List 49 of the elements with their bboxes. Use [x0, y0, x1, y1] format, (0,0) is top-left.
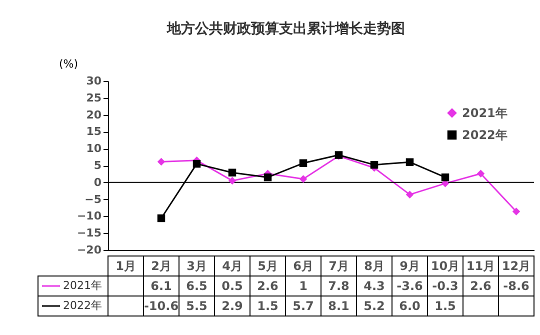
x-tick-label: 12月 — [502, 259, 531, 273]
data-label: 2.6 — [257, 279, 278, 293]
legend-label: 2021年 — [462, 106, 508, 120]
y-axis-title: (%) — [58, 58, 78, 70]
chart-title: 地方公共财政预算支出累计增长走势图 — [166, 20, 405, 37]
data-label: 8.1 — [328, 299, 350, 313]
y-tick-label: 5 — [94, 159, 102, 172]
data-label: 6.1 — [150, 279, 172, 293]
x-tick-label: 11月 — [466, 259, 496, 273]
text: 2022年 — [63, 299, 102, 312]
x-tick-label: 1月 — [116, 259, 136, 273]
y-tick-label: −10 — [76, 210, 102, 223]
x-tick-label: 4月 — [222, 259, 242, 273]
data-label: 4.3 — [364, 279, 385, 293]
data-label: 1.5 — [434, 299, 456, 313]
y-tick-label: −5 — [84, 192, 102, 206]
legend-label: 2022年 — [462, 128, 508, 142]
x-tick-label: 3月 — [186, 259, 207, 273]
x-tick-label: 5月 — [258, 259, 278, 273]
data-label: 1 — [299, 279, 308, 293]
data-label: 5.7 — [292, 299, 314, 313]
x-tick-label: 7月 — [328, 259, 349, 273]
data-label: 2.6 — [470, 279, 492, 293]
y-tick-label: −20 — [76, 244, 102, 256]
x-tick-label: 10月 — [430, 259, 460, 273]
data-label: 5.2 — [364, 299, 385, 313]
x-tick-label: 8月 — [364, 259, 384, 273]
data-label: 6.5 — [186, 279, 208, 293]
y-tick-label: 20 — [86, 108, 102, 122]
data-label: -0.3 — [432, 279, 458, 293]
data-label: -10.6 — [144, 299, 179, 313]
data-label: -8.6 — [503, 279, 530, 293]
y-tick-label: 10 — [86, 142, 102, 156]
data-label: 5.5 — [186, 299, 208, 313]
x-tick-label: 9月 — [400, 259, 420, 273]
y-tick-label: 25 — [86, 91, 102, 104]
text: 2021年 — [63, 279, 102, 292]
data-label: 7.8 — [328, 279, 350, 293]
y-tick-label: 0 — [94, 176, 102, 189]
data-label: 1.5 — [257, 299, 278, 313]
data-label: 6.0 — [399, 299, 420, 313]
x-tick-label: 6月 — [293, 259, 314, 273]
y-tick-label: 15 — [86, 125, 102, 138]
data-label: 0.5 — [222, 279, 243, 293]
y-tick-label: −15 — [76, 226, 102, 240]
y-tick-label: 30 — [86, 74, 102, 88]
data-label: -3.6 — [396, 279, 423, 293]
data-label: 2.9 — [222, 299, 243, 313]
x-tick-label: 2月 — [151, 259, 172, 273]
